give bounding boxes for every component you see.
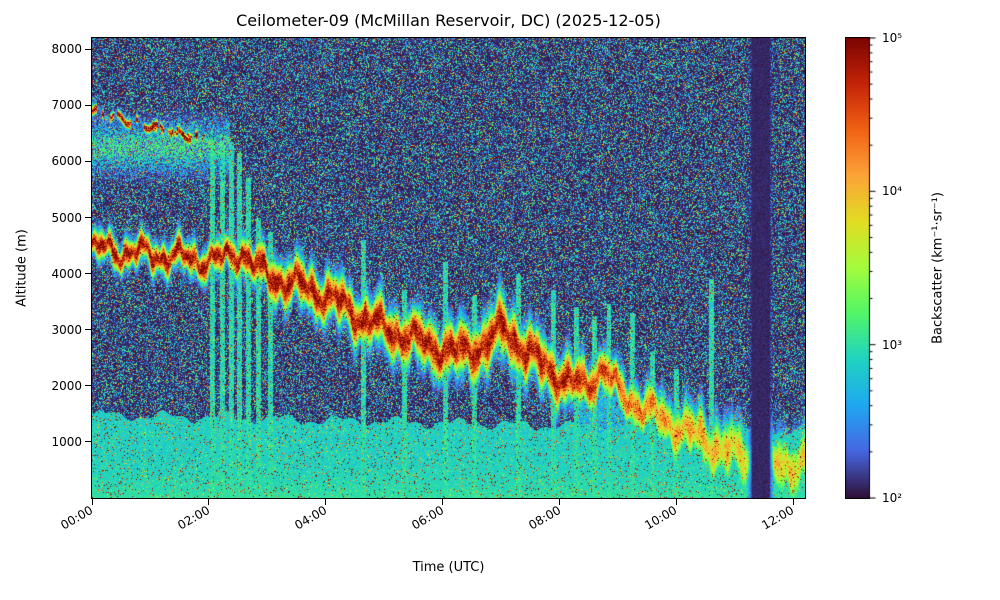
y-tick-label: 1000	[51, 434, 82, 449]
x-axis-label: Time (UTC)	[412, 560, 485, 575]
x-tick-mark	[559, 499, 561, 505]
y-tick-label: 6000	[51, 154, 82, 169]
y-tick-label: 4000	[51, 266, 82, 281]
y-tick-label: 7000	[51, 98, 82, 113]
y-tick-mark	[85, 273, 91, 275]
x-tick-label: 00:00	[58, 503, 96, 533]
colorbar-tick-label: 10²	[882, 491, 903, 505]
chart-title: Ceilometer-09 (McMillan Reservoir, DC) (…	[236, 11, 661, 30]
colorbar-label: Backscatter (km⁻¹·sr⁻¹)	[930, 192, 946, 344]
x-tick-mark	[91, 499, 93, 505]
colorbar-tick-label: 10³	[882, 337, 903, 352]
x-tick-mark	[792, 499, 794, 505]
y-tick-label: 8000	[51, 42, 82, 57]
y-tick-label: 5000	[51, 210, 82, 225]
colorbar-tick-label: 10⁵	[882, 31, 903, 45]
colorbar-tick-label: 10⁴	[882, 184, 903, 199]
colorbar-canvas	[845, 37, 881, 499]
y-tick-mark	[85, 385, 91, 387]
y-axis-label: Altitude (m)	[14, 229, 30, 307]
y-tick-label: 2000	[51, 378, 82, 393]
y-tick-mark	[85, 217, 91, 218]
y-tick-label: 3000	[51, 322, 82, 337]
heatmap-canvas	[91, 37, 806, 499]
x-tick-mark	[208, 499, 210, 505]
x-tick-mark	[442, 499, 444, 505]
x-tick-mark	[675, 499, 677, 505]
y-tick-mark	[85, 441, 91, 443]
y-tick-mark	[85, 160, 91, 162]
y-tick-mark	[85, 104, 91, 106]
y-tick-mark	[85, 329, 91, 331]
x-tick-mark	[325, 499, 327, 505]
y-tick-mark	[85, 48, 91, 50]
